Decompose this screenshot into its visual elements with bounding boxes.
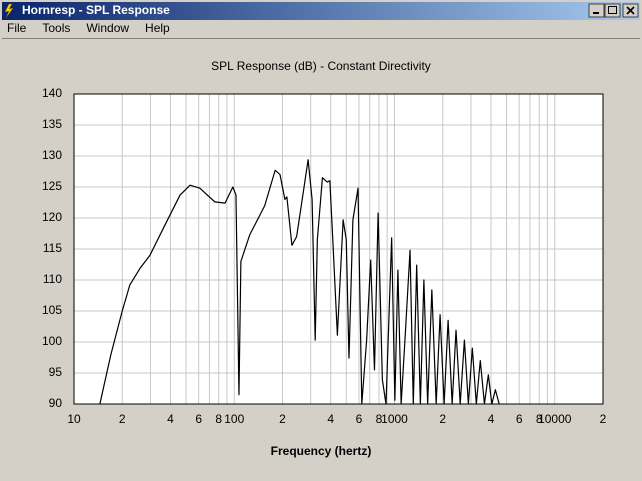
plot [99, 159, 500, 405]
x-tick-label: 6 [516, 412, 523, 426]
x-tick-label: 4 [327, 412, 334, 426]
minimize-button[interactable] [588, 3, 605, 18]
x-tick-label: 4 [167, 412, 174, 426]
x-tick-label: 10 [67, 412, 81, 426]
menu-item[interactable]: File [7, 21, 27, 35]
maximize-button[interactable] [604, 3, 621, 18]
y-tick-label: 115 [43, 241, 62, 255]
chart-title: SPL Response (dB) - Constant Directivity [211, 59, 431, 73]
window-title: Hornresp - SPL Response [22, 3, 170, 17]
x-tick-label: 10000 [538, 412, 572, 426]
x-tick-label: 1000 [381, 412, 408, 426]
y-tick-label: 135 [42, 117, 62, 131]
y-tick-label: 125 [42, 179, 62, 193]
window-buttons[interactable] [588, 3, 639, 18]
x-tick-label: 2 [119, 412, 126, 426]
menu-item[interactable]: Help [145, 21, 170, 35]
maximize-glyph [608, 6, 617, 14]
y-tick-label: 105 [42, 303, 62, 317]
app-icon [4, 3, 14, 19]
close-glyph [626, 6, 635, 15]
x-tick-label: 2 [439, 412, 446, 426]
x-tick-label: 8 [536, 412, 543, 426]
y-tick-label: 110 [43, 272, 62, 286]
title-bar [2, 2, 640, 20]
menu-item[interactable]: Tools [42, 21, 70, 35]
x-tick-label: 2 [600, 412, 607, 426]
x-tick-label: 100 [224, 412, 244, 426]
y-tick-label: 100 [42, 334, 62, 348]
y-tick-label: 120 [42, 210, 62, 224]
y-tick-label: 130 [42, 148, 62, 162]
x-tick-label: 2 [279, 412, 286, 426]
x-tick-label: 6 [195, 412, 202, 426]
y-tick-label: 140 [42, 86, 62, 100]
x-tick-label: 8 [215, 412, 222, 426]
x-tick-label: 4 [488, 412, 495, 426]
spl-curve [99, 159, 500, 405]
plot-border [73, 93, 604, 405]
y-tick-label: 90 [49, 396, 63, 410]
x-tick-label: 8 [376, 412, 383, 426]
menu-bar: File Tools Window Help [7, 21, 170, 35]
x-axis-label: Frequency (hertz) [271, 444, 372, 458]
menu-item[interactable]: Window [86, 21, 129, 35]
x-tick-label: 6 [356, 412, 363, 426]
y-tick-label: 95 [49, 365, 63, 379]
